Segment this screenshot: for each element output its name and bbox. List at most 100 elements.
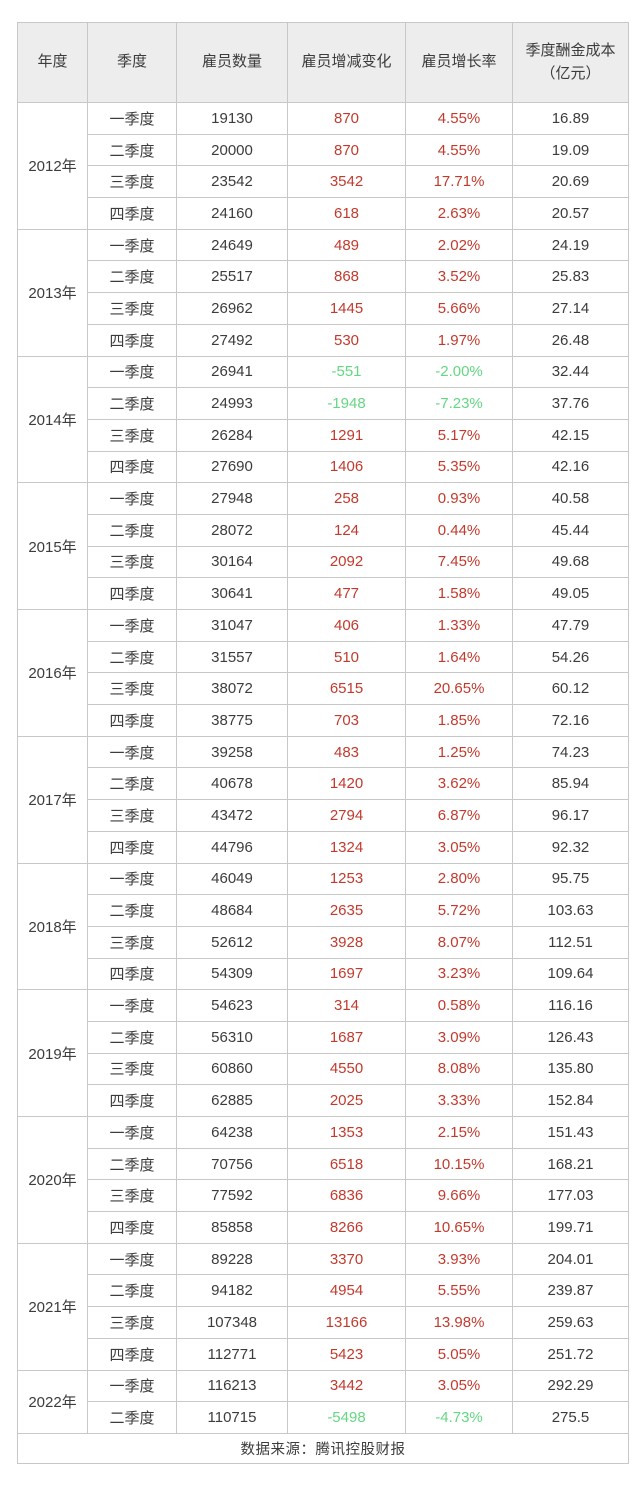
growth-rate-cell: 3.33% (405, 1084, 513, 1117)
employee-change-cell: 1687 (287, 1020, 406, 1054)
table-row: 二季度 48684 2635 5.72% 103.63 (18, 894, 629, 927)
table-row: 二季度 70756 6518 10.15% 168.21 (18, 1147, 629, 1181)
employee-count-cell: 54623 (176, 989, 288, 1022)
table-row: 三季度 30164 2092 7.45% 49.68 (18, 545, 629, 579)
column-header-quarterly-cost: 季度酬金成本 （亿元） (512, 22, 629, 103)
growth-rate-cell: 5.55% (405, 1274, 513, 1308)
table-row: 2019年 一季度 54623 314 0.58% 116.16 (17, 989, 629, 1117)
employee-change-cell: 489 (287, 228, 406, 262)
employee-change-cell: 2025 (287, 1084, 406, 1117)
column-header-employee-count: 雇员数量 (176, 22, 288, 103)
table-row: 四季度 30641 477 1.58% 49.05 (18, 577, 629, 610)
growth-rate-cell: 8.08% (405, 1052, 513, 1086)
table-row: 三季度 26284 1291 5.17% 42.15 (18, 418, 629, 452)
employee-count-cell: 38072 (176, 672, 288, 706)
cost-cell: 47.79 (512, 609, 629, 642)
growth-rate-cell: 6.87% (405, 799, 513, 832)
quarter-cell: 二季度 (87, 260, 177, 294)
growth-rate-cell: 9.66% (405, 1179, 513, 1213)
column-header-growth-rate: 雇员增长率 (405, 22, 513, 103)
employee-count-cell: 27690 (176, 450, 288, 484)
cost-cell: 27.14 (512, 292, 629, 325)
employee-count-cell: 112771 (176, 1337, 288, 1371)
year-cell: 2017年 (17, 735, 88, 864)
year-cell: 2015年 (17, 482, 88, 610)
table-footer: 数据来源：腾讯控股财报 (17, 1432, 629, 1464)
quarter-cell: 二季度 (87, 640, 177, 674)
employee-change-cell: 124 (287, 513, 406, 547)
quarter-cell: 二季度 (87, 1147, 177, 1181)
growth-rate-cell: -2.00% (405, 355, 513, 389)
table-row: 三季度 23542 3542 17.71% 20.69 (18, 165, 629, 199)
quarter-cell: 四季度 (87, 197, 177, 230)
table-row: 2020年 一季度 64238 1353 2.15% 151.43 (17, 1116, 629, 1244)
quarter-cell: 三季度 (87, 925, 177, 959)
employee-change-cell: 6836 (287, 1179, 406, 1213)
table-row: 二季度 25517 868 3.52% 25.83 (18, 260, 629, 294)
table-row: 2017年 一季度 39258 483 1.25% 74.23 (17, 735, 629, 864)
quarter-cell: 三季度 (87, 545, 177, 579)
employee-change-cell: 13166 (287, 1306, 406, 1339)
table-row: 二季度 94182 4954 5.55% 239.87 (18, 1274, 629, 1308)
cost-cell: 251.72 (512, 1337, 629, 1371)
cost-cell: 32.44 (512, 355, 629, 389)
table-row: 四季度 44796 1324 3.05% 92.32 (18, 830, 629, 864)
quarter-cell: 二季度 (87, 767, 177, 801)
employee-change-cell: 4954 (287, 1274, 406, 1308)
table-row: 三季度 38072 6515 20.65% 60.12 (18, 672, 629, 706)
employee-change-cell: -1948 (287, 387, 406, 420)
quarter-cell: 四季度 (87, 577, 177, 610)
employee-change-cell: 2092 (287, 545, 406, 579)
cost-cell: 72.16 (512, 704, 629, 737)
employee-count-cell: 39258 (176, 735, 288, 769)
table-body: 2012年 一季度 19130 870 4.55% 16.89 二季度 20000 870 4.5… (17, 102, 629, 1434)
employee-count-cell: 64238 (176, 1116, 288, 1149)
footer-row: 数据来源：腾讯控股财报 (17, 1432, 629, 1464)
growth-rate-cell: 3.05% (405, 830, 513, 864)
quarter-cell: 一季度 (87, 482, 177, 515)
quarter-cell: 二季度 (87, 1401, 177, 1434)
growth-rate-cell: 3.05% (405, 1369, 513, 1403)
growth-rate-cell: 2.02% (405, 228, 513, 262)
quarter-cell: 四季度 (87, 1337, 177, 1371)
table-row: 2021年 一季度 89228 3370 3.93% 204.01 (17, 1242, 629, 1371)
table-row: 二季度 20000 870 4.55% 19.09 (18, 133, 629, 167)
table-row: 三季度 26962 1445 5.66% 27.14 (18, 292, 629, 325)
employee-count-cell: 30164 (176, 545, 288, 579)
table-row: 四季度 85858 8266 10.65% 199.71 (18, 1211, 629, 1244)
cost-cell: 126.43 (512, 1020, 629, 1054)
year-cell: 2016年 (17, 609, 88, 737)
cost-cell: 199.71 (512, 1211, 629, 1244)
growth-rate-cell: 4.55% (405, 133, 513, 167)
quarter-cell: 四季度 (87, 450, 177, 484)
quarter-cell: 一季度 (87, 228, 177, 262)
table-row: 二季度 24993 -1948 -7.23% 37.76 (18, 387, 629, 420)
cost-cell: 20.69 (512, 165, 629, 199)
growth-rate-cell: 10.15% (405, 1147, 513, 1181)
table-header: 年度 季度 雇员数量 雇员增减变化 雇员增长率 季度酬金成本 （亿元） (17, 22, 629, 103)
employee-change-cell: 8266 (287, 1211, 406, 1244)
growth-rate-cell: 2.63% (405, 197, 513, 230)
cost-cell: 49.68 (512, 545, 629, 579)
cost-cell: 116.16 (512, 989, 629, 1022)
quarter-cell: 三季度 (87, 165, 177, 199)
employee-change-cell: 530 (287, 323, 406, 357)
table-row: 四季度 112771 5423 5.05% 251.72 (18, 1337, 629, 1371)
growth-rate-cell: 8.07% (405, 925, 513, 959)
cost-cell: 16.89 (512, 102, 629, 135)
cost-cell: 109.64 (512, 957, 629, 991)
employee-count-cell: 89228 (176, 1242, 288, 1276)
data-source-note: 数据来源：腾讯控股财报 (17, 1432, 629, 1464)
cost-cell: 151.43 (512, 1116, 629, 1149)
growth-rate-cell: 17.71% (405, 165, 513, 199)
employee-change-cell: 314 (287, 989, 406, 1022)
quarter-cell: 二季度 (87, 894, 177, 927)
growth-rate-cell: 0.58% (405, 989, 513, 1022)
employee-change-cell: 6518 (287, 1147, 406, 1181)
cost-cell: 26.48 (512, 323, 629, 357)
employee-count-cell: 85858 (176, 1211, 288, 1244)
cost-cell: 259.63 (512, 1306, 629, 1339)
table-row: 2016年 一季度 31047 406 1.33% 47.79 (17, 609, 629, 737)
employee-change-cell: 1445 (287, 292, 406, 325)
employee-count-cell: 44796 (176, 830, 288, 864)
